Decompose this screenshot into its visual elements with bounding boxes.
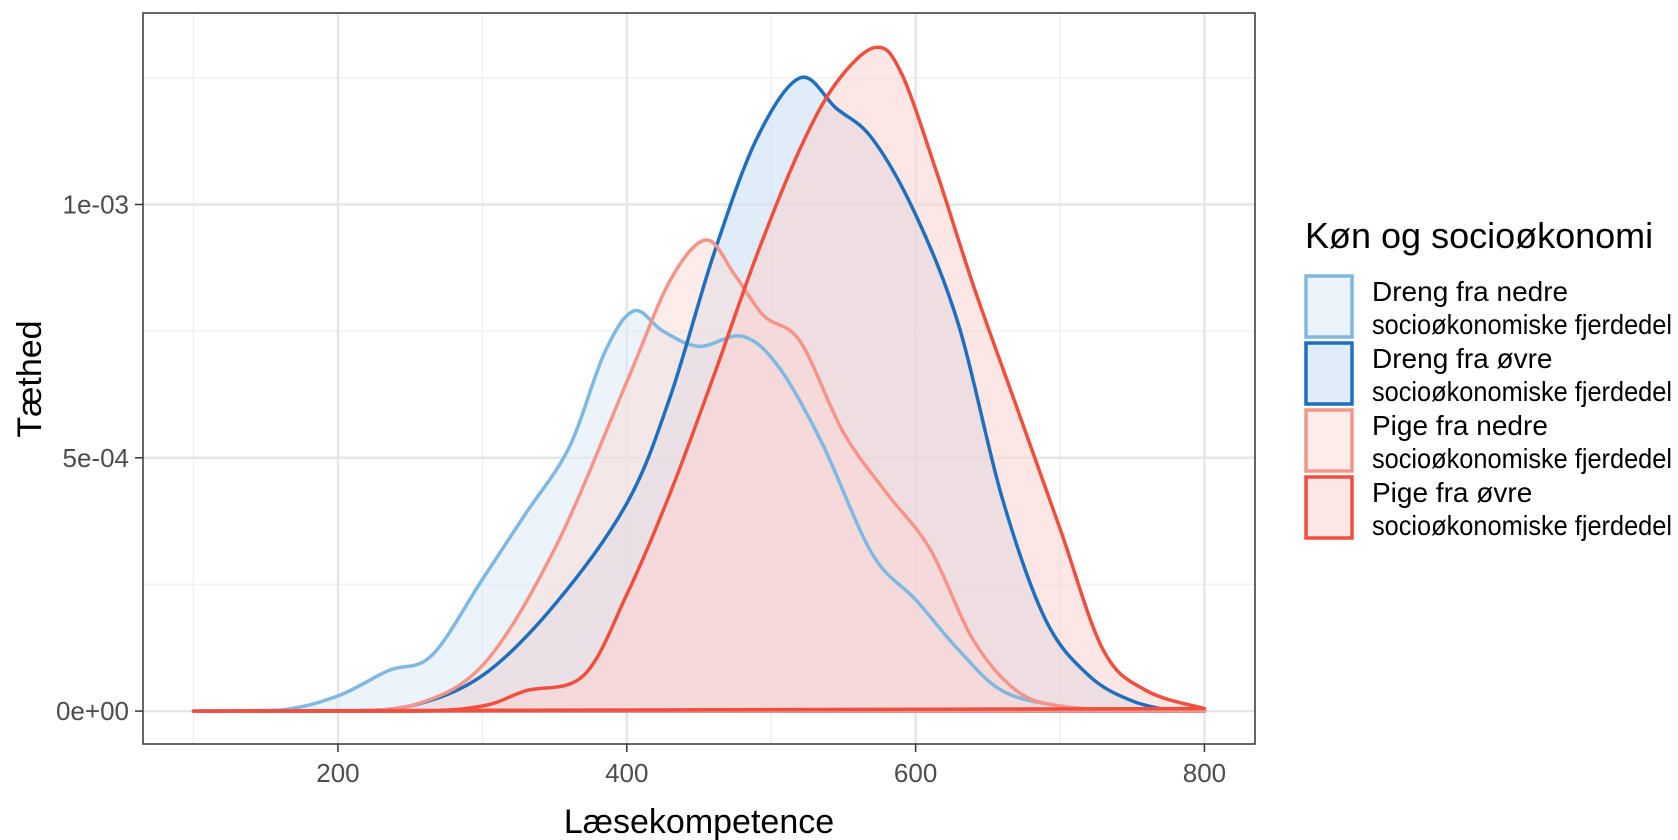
x-axis: 200 400 600 800 [316,744,1226,788]
y-tick-label: 0e+00 [56,696,129,726]
legend-label-line2: socioøkonomiske fjerdedel [1372,510,1672,541]
x-tick-label: 400 [605,758,648,788]
legend-key-series-1 [1306,276,1352,337]
legend-label-line2: socioøkonomiske fjerdedel [1372,443,1672,474]
y-axis-title: Tæthed [11,320,49,437]
legend-title: Køn og socioøkonomi [1305,215,1653,256]
y-tick-label: 1e-03 [63,189,130,219]
legend-label-line2: socioøkonomiske fjerdedel [1372,309,1672,340]
x-axis-title: Læsekompetence [564,803,834,840]
y-tick-label: 5e-04 [63,443,130,473]
legend-key-series-3 [1306,410,1352,471]
legend-key-series-4 [1306,477,1352,538]
y-axis: 0e+00 5e-04 1e-03 [56,189,143,726]
legend-label-line1: Pige fra øvre [1372,477,1532,508]
legend-label-line1: Dreng fra øvre [1372,343,1553,374]
x-tick-label: 200 [316,758,359,788]
legend: Køn og socioøkonomi Dreng fra nedresocio… [1305,215,1672,541]
legend-label-line2: socioøkonomiske fjerdedel [1372,376,1672,407]
legend-key-series-2 [1306,343,1352,404]
x-tick-label: 800 [1183,758,1226,788]
x-tick-label: 600 [894,758,937,788]
legend-label-line1: Pige fra nedre [1372,410,1548,441]
legend-label-line1: Dreng fra nedre [1372,276,1568,307]
